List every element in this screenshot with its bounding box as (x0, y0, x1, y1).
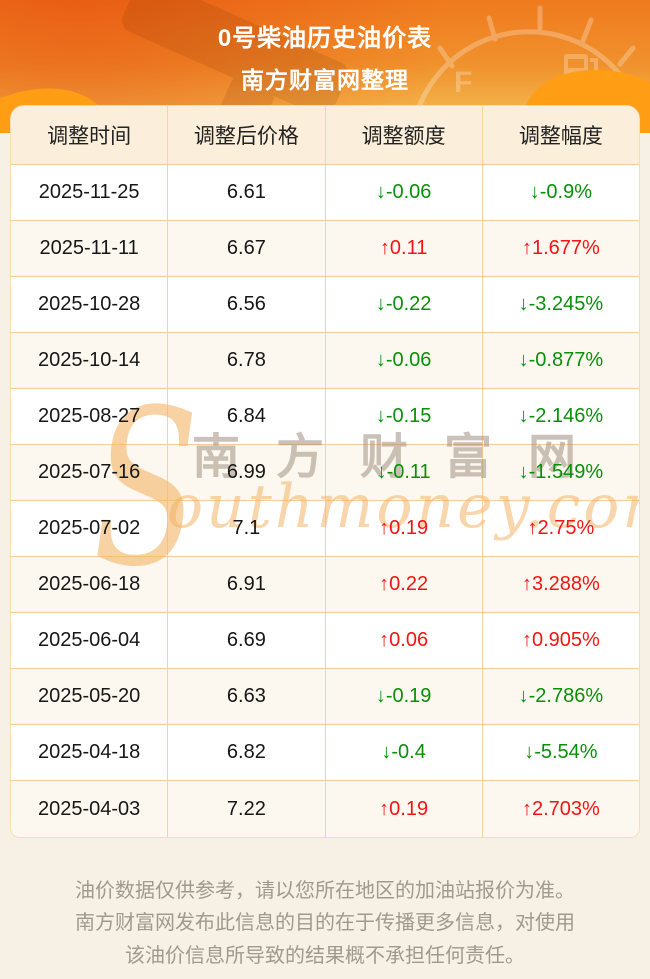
table-body: 2025-11-25 6.61 ↓-0.06 ↓-0.9% 2025-11-11 6.67… (11, 165, 639, 837)
date-cell: 2025-05-20 (11, 669, 169, 724)
percent-cell: ↓-5.54% (524, 741, 598, 763)
percent-cell: ↑0.905% (521, 629, 600, 651)
date-cell: 2025-10-28 (11, 277, 169, 332)
price-cell: 6.78 (168, 333, 326, 388)
change-cell: ↓-0.4 (326, 725, 483, 780)
table-row: 2025-05-20 6.63 ↓-0.19 ↓-2.786% (11, 669, 639, 725)
page-subtitle: 南方财富网整理 (241, 67, 409, 93)
price-cell: 6.84 (168, 389, 326, 444)
change-cell: ↓-0.11 (326, 445, 483, 500)
table-row: 2025-04-18 6.82 ↓-0.4 ↓-5.54% (11, 725, 639, 781)
date-cell: 2025-04-18 (11, 725, 169, 780)
change-cell: ↓-0.06 (326, 333, 483, 388)
disclaimer-text: 油价数据仅供参考，请以您所在地区的加油站报价为准。南方财富网发布此信息的目的在于… (75, 880, 575, 967)
date-cell: 2025-04-03 (11, 781, 169, 837)
percent-cell: ↓-2.786% (518, 685, 604, 707)
table-row: 2025-11-25 6.61 ↓-0.06 ↓-0.9% (11, 165, 639, 221)
price-cell: 6.63 (168, 669, 326, 724)
price-table: 调整时间 调整后价格 调整额度 调整幅度 2025-11-25 6.61 ↓-0.0… (10, 105, 640, 838)
percent-cell: ↓-1.549% (518, 461, 604, 483)
date-cell: 2025-11-11 (11, 221, 169, 276)
table-row: 2025-07-02 7.1 ↑0.19 ↑2.75% (11, 501, 639, 557)
table-row: 2025-07-16 6.99 ↓-0.11 ↓-1.549% (11, 445, 639, 501)
change-cell: ↓-0.15 (326, 389, 483, 444)
percent-cell: ↑2.75% (527, 517, 595, 539)
table-row: 2025-08-27 6.84 ↓-0.15 ↓-2.146% (11, 389, 639, 445)
date-cell: 2025-06-18 (11, 557, 169, 612)
price-cell: 6.91 (168, 557, 326, 612)
header-adjusted-price: 调整后价格 (168, 106, 326, 164)
price-cell: 7.22 (168, 781, 326, 837)
date-cell: 2025-11-25 (11, 165, 169, 220)
header-adjust-amount: 调整额度 (326, 106, 483, 164)
price-cell: 6.82 (168, 725, 326, 780)
percent-cell: ↓-3.245% (518, 293, 604, 315)
price-cell: 6.61 (168, 165, 326, 220)
price-cell: 6.99 (168, 445, 326, 500)
table-row: 2025-10-14 6.78 ↓-0.06 ↓-0.877% (11, 333, 639, 389)
percent-cell: ↓-0.9% (529, 181, 592, 203)
table-row: 2025-06-04 6.69 ↑0.06 ↑0.905% (11, 613, 639, 669)
header-titles: 0号柴油历史油价表 南方财富网整理 (0, 0, 650, 95)
date-cell: 2025-10-14 (11, 333, 169, 388)
date-cell: 2025-06-04 (11, 613, 169, 668)
price-cell: 6.69 (168, 613, 326, 668)
table-row: 2025-11-11 6.67 ↑0.11 ↑1.677% (11, 221, 639, 277)
change-cell: ↓-0.06 (326, 165, 483, 220)
change-cell: ↑0.11 (326, 221, 483, 276)
price-cell: 6.67 (168, 221, 326, 276)
date-cell: 2025-07-02 (11, 501, 169, 556)
page-title: 0号柴油历史油价表 (217, 25, 433, 52)
change-cell: ↑0.06 (326, 613, 483, 668)
date-cell: 2025-07-16 (11, 445, 169, 500)
price-cell: 6.56 (168, 277, 326, 332)
table-row: 2025-06-18 6.91 ↑0.22 ↑3.288% (11, 557, 639, 613)
change-cell: ↓-0.19 (326, 669, 483, 724)
change-cell: ↑0.19 (326, 781, 483, 837)
header-adjust-range: 调整幅度 (518, 125, 603, 148)
change-cell: ↓-0.22 (326, 277, 483, 332)
change-cell: ↑0.22 (326, 557, 483, 612)
percent-cell: ↓-0.877% (518, 349, 604, 371)
price-cell: 7.1 (168, 501, 326, 556)
change-cell: ↑0.19 (326, 501, 483, 556)
percent-cell: ↑1.677% (521, 237, 600, 259)
table-row: 2025-10-28 6.56 ↓-0.22 ↓-3.245% (11, 277, 639, 333)
percent-cell: ↑3.288% (521, 573, 600, 595)
header-adjust-time: 调整时间 (11, 106, 169, 164)
table-row: 2025-04-03 7.22 ↑0.19 ↑2.703% (11, 781, 639, 837)
percent-cell: ↓-2.146% (518, 405, 604, 427)
date-cell: 2025-08-27 (11, 389, 169, 444)
percent-cell: ↑2.703% (521, 797, 600, 820)
table-header-row: 调整时间 调整后价格 调整额度 调整幅度 (11, 106, 639, 165)
